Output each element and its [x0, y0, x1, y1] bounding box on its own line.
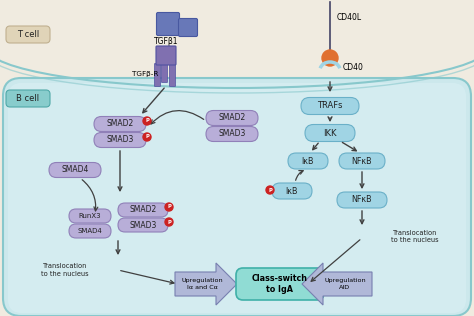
Text: SMAD4: SMAD4 [61, 166, 89, 174]
FancyBboxPatch shape [236, 268, 324, 300]
Text: Translocation
to the nucleus: Translocation to the nucleus [391, 230, 439, 244]
FancyBboxPatch shape [301, 98, 359, 114]
Circle shape [143, 133, 151, 141]
FancyBboxPatch shape [170, 64, 175, 87]
Text: Upregulation
Iα and Cα: Upregulation Iα and Cα [181, 278, 223, 289]
FancyBboxPatch shape [305, 125, 355, 142]
Text: SMAD3: SMAD3 [129, 221, 157, 229]
Text: T cell: T cell [17, 30, 39, 39]
Text: P: P [167, 220, 171, 224]
FancyBboxPatch shape [94, 132, 146, 148]
Text: SMAD4: SMAD4 [78, 228, 102, 234]
Text: IκB: IκB [302, 156, 314, 166]
FancyBboxPatch shape [162, 64, 167, 82]
FancyBboxPatch shape [3, 78, 471, 316]
Text: SMAD3: SMAD3 [106, 136, 134, 144]
Circle shape [143, 117, 151, 125]
Text: P: P [145, 118, 149, 124]
FancyBboxPatch shape [179, 19, 198, 37]
FancyBboxPatch shape [339, 153, 385, 169]
FancyBboxPatch shape [6, 26, 50, 43]
Text: B cell: B cell [17, 94, 39, 103]
Polygon shape [302, 263, 372, 305]
Circle shape [266, 186, 274, 194]
Text: SMAD2: SMAD2 [219, 113, 246, 123]
Text: CD40L: CD40L [337, 14, 362, 22]
FancyBboxPatch shape [155, 64, 161, 87]
Text: NFκB: NFκB [352, 156, 372, 166]
FancyBboxPatch shape [156, 46, 176, 65]
Text: IκB: IκB [286, 186, 298, 196]
FancyBboxPatch shape [118, 218, 168, 232]
FancyBboxPatch shape [69, 224, 111, 238]
FancyBboxPatch shape [6, 90, 50, 107]
FancyBboxPatch shape [156, 13, 180, 35]
Text: SMAD3: SMAD3 [219, 130, 246, 138]
FancyBboxPatch shape [8, 83, 466, 313]
Text: IKK: IKK [323, 129, 337, 137]
Circle shape [165, 203, 173, 211]
FancyBboxPatch shape [49, 162, 101, 178]
Text: CD40: CD40 [343, 64, 364, 72]
FancyBboxPatch shape [206, 111, 258, 125]
FancyBboxPatch shape [288, 153, 328, 169]
Polygon shape [175, 263, 237, 305]
Text: RunX3: RunX3 [79, 213, 101, 219]
FancyBboxPatch shape [272, 183, 312, 199]
FancyBboxPatch shape [118, 203, 168, 217]
FancyBboxPatch shape [69, 209, 111, 223]
Text: P: P [145, 135, 149, 139]
Text: TGFβ1: TGFβ1 [154, 38, 178, 46]
Text: TRAFs: TRAFs [317, 101, 343, 111]
Text: TGFβ-R: TGFβ-R [132, 71, 158, 77]
FancyBboxPatch shape [337, 192, 387, 208]
Text: P: P [268, 187, 272, 192]
Text: SMAD2: SMAD2 [106, 119, 134, 129]
Circle shape [165, 218, 173, 226]
Text: P: P [167, 204, 171, 210]
Circle shape [322, 50, 338, 66]
Text: Class-switch
to IgA: Class-switch to IgA [252, 274, 308, 294]
Text: SMAD2: SMAD2 [129, 205, 156, 215]
Text: Translocation
to the nucleus: Translocation to the nucleus [41, 263, 89, 276]
Text: Upregulation
AID: Upregulation AID [324, 278, 366, 289]
FancyBboxPatch shape [94, 117, 146, 131]
Text: NFκB: NFκB [352, 196, 372, 204]
FancyBboxPatch shape [206, 126, 258, 142]
